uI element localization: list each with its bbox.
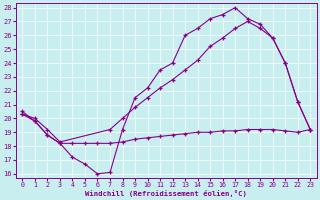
X-axis label: Windchill (Refroidissement éolien,°C): Windchill (Refroidissement éolien,°C) bbox=[85, 190, 247, 197]
